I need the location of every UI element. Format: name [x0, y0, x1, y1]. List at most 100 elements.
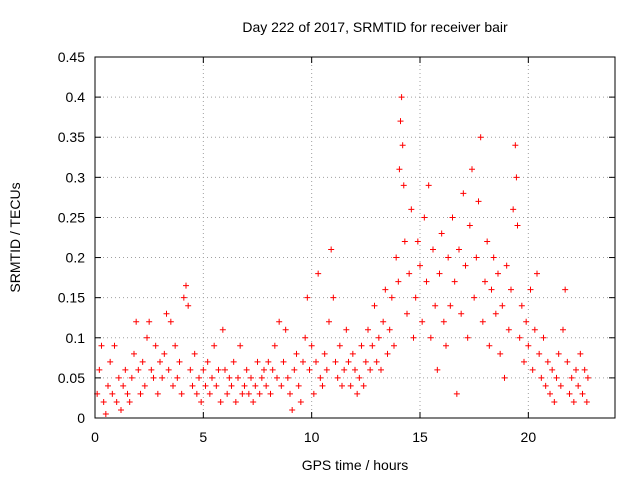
plot-frame — [94, 56, 616, 419]
data-point — [553, 374, 560, 381]
data-point — [345, 358, 352, 365]
data-point — [176, 358, 183, 365]
data-point — [248, 374, 254, 381]
data-point — [226, 374, 233, 381]
data-point — [538, 374, 545, 381]
data-point — [434, 366, 441, 373]
data-point — [486, 342, 493, 349]
y-tick-label: 0.35 — [58, 129, 85, 145]
data-point — [555, 350, 562, 357]
data-point — [570, 398, 577, 405]
data-point — [237, 342, 244, 349]
y-tick-label: 0.05 — [58, 370, 85, 386]
data-point — [224, 390, 231, 397]
data-point — [100, 398, 107, 405]
data-point — [460, 190, 467, 197]
data-point — [482, 278, 488, 285]
data-point — [265, 358, 272, 365]
data-point — [456, 246, 462, 253]
data-point — [583, 398, 590, 405]
y-tick-label: 0.15 — [58, 290, 85, 306]
data-point — [291, 366, 298, 373]
data-point — [328, 246, 335, 253]
data-point — [310, 390, 317, 397]
data-point — [501, 374, 508, 381]
data-point — [362, 358, 369, 365]
data-point — [458, 310, 465, 317]
data-point — [549, 366, 556, 373]
data-point — [399, 142, 406, 149]
y-axis-label: SRMTID / TECUs — [7, 182, 23, 292]
data-point — [343, 326, 350, 333]
data-point — [349, 350, 356, 357]
data-point — [258, 374, 265, 381]
data-point — [477, 134, 484, 141]
data-point — [276, 318, 283, 325]
data-point — [404, 310, 410, 317]
data-point — [230, 358, 237, 365]
data-point — [319, 382, 326, 389]
data-point — [378, 366, 384, 373]
data-point — [521, 358, 527, 365]
data-point — [527, 286, 534, 293]
data-point — [263, 382, 270, 389]
data-point — [187, 366, 194, 373]
data-point — [109, 390, 116, 397]
y-tick-label: 0.3 — [66, 169, 86, 185]
data-point — [503, 262, 510, 269]
y-tick-label: 0.4 — [66, 89, 86, 105]
data-point — [564, 358, 571, 365]
data-point — [128, 374, 135, 381]
data-point — [427, 334, 434, 341]
data-point — [577, 350, 584, 357]
data-point — [241, 382, 248, 389]
data-point — [542, 382, 549, 389]
data-point — [508, 286, 514, 293]
x-tick-label: 20 — [521, 429, 537, 445]
data-point — [356, 374, 363, 381]
data-point — [131, 350, 137, 357]
data-point — [107, 358, 114, 365]
data-point — [159, 374, 166, 381]
data-point — [380, 318, 387, 325]
data-point — [581, 366, 588, 373]
data-point — [395, 278, 402, 285]
data-point — [393, 254, 400, 261]
data-point — [488, 286, 495, 293]
data-point — [239, 390, 246, 397]
data-point — [96, 366, 103, 373]
data-point — [105, 382, 111, 389]
data-point — [575, 382, 582, 389]
data-point — [408, 206, 415, 213]
data-point — [111, 342, 118, 349]
y-tick-label: 0.25 — [58, 209, 85, 225]
data-points — [94, 94, 591, 417]
data-point — [302, 334, 309, 341]
data-point — [133, 318, 140, 325]
data-point — [235, 374, 241, 381]
data-point — [323, 366, 330, 373]
data-point — [191, 350, 198, 357]
data-point — [202, 382, 209, 389]
data-point — [384, 350, 391, 357]
data-point — [492, 310, 499, 317]
data-point — [278, 382, 285, 389]
chart-title: Day 222 of 2017, SRMTID for receiver bai… — [242, 19, 508, 35]
grid-lines — [95, 57, 615, 418]
data-point — [334, 374, 341, 381]
data-point — [280, 358, 287, 365]
data-point — [453, 390, 460, 397]
data-point — [352, 366, 358, 373]
data-point — [495, 270, 501, 277]
data-point — [573, 366, 579, 373]
data-point — [148, 366, 155, 373]
data-point — [135, 366, 142, 373]
data-point — [566, 390, 573, 397]
data-point — [141, 382, 148, 389]
data-point — [124, 390, 131, 397]
data-point — [479, 318, 486, 325]
data-point — [397, 118, 404, 125]
data-point — [360, 382, 367, 389]
x-tick-label: 0 — [91, 429, 99, 445]
